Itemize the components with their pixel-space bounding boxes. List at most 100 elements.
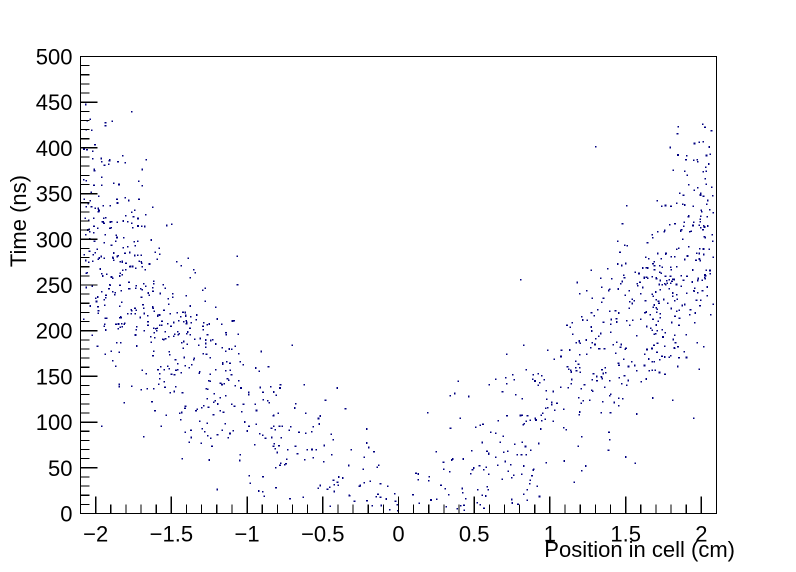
- data-point: [192, 358, 195, 361]
- data-point: [669, 282, 672, 285]
- data-point: [614, 309, 617, 312]
- data-point: [456, 507, 459, 510]
- data-point: [669, 266, 672, 269]
- data-point: [138, 180, 140, 183]
- data-point: [114, 291, 116, 294]
- data-point: [170, 223, 173, 225]
- data-point: [254, 403, 257, 406]
- data-point: [204, 342, 207, 345]
- data-point: [634, 462, 637, 464]
- data-point: [685, 292, 688, 294]
- data-point: [467, 395, 470, 398]
- data-point: [240, 387, 242, 389]
- data-point: [105, 329, 107, 331]
- data-point: [707, 163, 710, 165]
- data-point: [594, 343, 596, 346]
- data-point: [279, 464, 281, 467]
- data-point: [579, 353, 581, 356]
- data-point: [333, 484, 335, 486]
- data-point: [532, 468, 535, 470]
- data-point: [658, 283, 660, 286]
- data-point: [644, 256, 647, 259]
- data-point: [594, 338, 597, 340]
- data-point: [123, 401, 126, 404]
- data-point: [664, 204, 667, 207]
- data-point: [686, 255, 689, 257]
- data-point: [617, 397, 620, 399]
- data-point: [86, 271, 89, 274]
- data-point: [506, 450, 509, 452]
- data-point: [699, 305, 701, 307]
- data-point: [692, 417, 695, 420]
- data-point: [704, 277, 707, 280]
- data-point: [221, 323, 223, 326]
- data-point: [653, 361, 656, 363]
- y-axis-title: Time (ns): [6, 175, 31, 267]
- data-point: [298, 431, 300, 434]
- data-point: [540, 419, 543, 422]
- data-point: [317, 417, 320, 420]
- data-point: [669, 355, 672, 357]
- data-point: [631, 319, 634, 321]
- data-point: [90, 205, 93, 208]
- data-point: [660, 258, 662, 260]
- data-point: [664, 253, 667, 256]
- data-point: [655, 324, 657, 326]
- data-point: [541, 375, 543, 377]
- data-point: [594, 146, 597, 148]
- data-point: [236, 255, 239, 258]
- data-point: [130, 308, 132, 311]
- data-point: [560, 349, 563, 352]
- data-point: [233, 405, 236, 407]
- data-point: [665, 279, 668, 282]
- data-point: [122, 154, 124, 157]
- data-point: [157, 368, 159, 371]
- data-point: [95, 297, 97, 299]
- data-point: [643, 312, 646, 314]
- data-point: [653, 344, 655, 347]
- data-point: [255, 423, 258, 425]
- data-point: [700, 299, 702, 302]
- data-point: [620, 264, 623, 267]
- data-point: [661, 328, 663, 331]
- data-point: [476, 488, 479, 491]
- data-point: [708, 146, 711, 148]
- y-tick-label: 200: [36, 319, 73, 344]
- data-point: [537, 384, 539, 386]
- data-point: [119, 305, 121, 308]
- data-point: [618, 364, 620, 367]
- x-tick-label: −0.5: [301, 522, 344, 547]
- data-point: [442, 468, 445, 471]
- data-point: [635, 413, 638, 415]
- data-point: [318, 423, 321, 425]
- data-point: [591, 341, 594, 344]
- data-point: [633, 364, 636, 367]
- data-point: [280, 462, 282, 464]
- data-point: [152, 282, 155, 285]
- data-point: [631, 298, 633, 301]
- data-point: [296, 453, 299, 455]
- data-point: [237, 353, 240, 355]
- data-point: [711, 186, 713, 189]
- data-point: [221, 363, 224, 366]
- data-point: [326, 488, 329, 491]
- data-point: [618, 377, 621, 379]
- data-point: [272, 391, 275, 393]
- data-point: [569, 369, 572, 371]
- data-point: [674, 299, 676, 302]
- data-point: [665, 252, 667, 254]
- data-point: [137, 225, 139, 227]
- data-point: [184, 405, 187, 408]
- data-point: [522, 423, 525, 426]
- data-point: [532, 373, 535, 376]
- data-point: [366, 500, 368, 502]
- data-point: [260, 350, 263, 353]
- data-point: [167, 298, 169, 300]
- data-point: [177, 362, 179, 365]
- data-point: [208, 459, 210, 461]
- data-point: [304, 412, 307, 415]
- data-point: [122, 220, 125, 222]
- data-point: [673, 256, 676, 258]
- data-point: [642, 267, 644, 269]
- data-point: [571, 333, 574, 335]
